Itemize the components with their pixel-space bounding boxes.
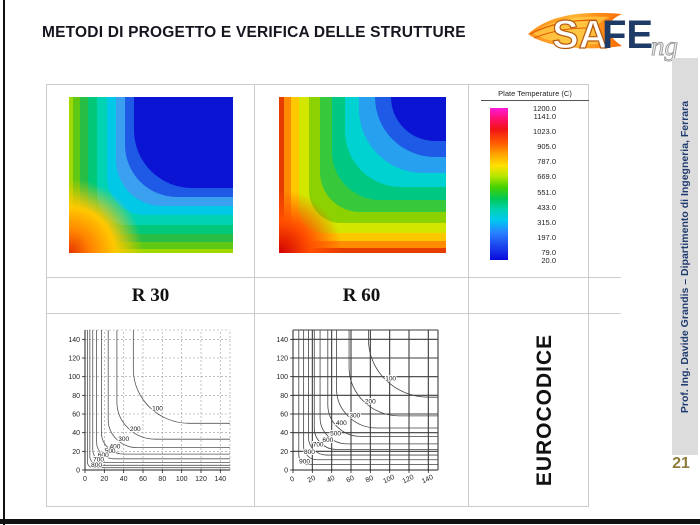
- svg-text:40: 40: [326, 475, 336, 485]
- svg-text:40: 40: [120, 476, 128, 483]
- svg-text:120: 120: [276, 356, 288, 363]
- heatmap-r60: [279, 97, 446, 253]
- svg-text:100: 100: [382, 474, 396, 485]
- svg-text:20: 20: [307, 475, 317, 485]
- colorbar-value: 905.0: [537, 142, 556, 151]
- cell-heatmap-r60: [255, 85, 469, 278]
- svg-text:700: 700: [313, 442, 324, 449]
- svg-text:200: 200: [365, 399, 376, 406]
- svg-text:300: 300: [349, 413, 360, 420]
- logo-text-ng: ng: [651, 31, 678, 61]
- colorbar-value: 1023.0: [533, 126, 556, 136]
- svg-text:140: 140: [68, 337, 80, 344]
- svg-text:80: 80: [365, 475, 375, 485]
- svg-text:140: 140: [276, 337, 288, 344]
- cell-isoplot-r60: 0 0 20 20 40 40 60 60 80 80 100 100 120 120 140 140 100 2…: [255, 314, 469, 506]
- svg-text:700: 700: [93, 457, 104, 464]
- slide-bottom-bar: [0, 519, 700, 524]
- cell-label-r30: R 30: [47, 278, 255, 314]
- eurocode-label: EUROCODICE: [533, 333, 557, 487]
- svg-text:80: 80: [72, 393, 80, 400]
- colorbar-value: 669.0: [537, 172, 556, 182]
- svg-text:60: 60: [139, 476, 147, 483]
- isotherm-chart-r30: 00 20 20 40 40 60 60 80 80 100 100 120 120 140 140 100 2…: [68, 329, 231, 483]
- cell-label-empty: [469, 278, 622, 314]
- svg-text:60: 60: [280, 412, 288, 419]
- colorbar-value: 79.0: [541, 248, 556, 258]
- svg-text:600: 600: [98, 452, 109, 459]
- logo-text-sa: SA: [552, 13, 608, 57]
- cell-eurocode: EUROCODICE: [469, 314, 621, 506]
- colorbar-gradient: [490, 108, 508, 260]
- author-sidebar: Prof. Ing. Davide Grandis – Dipartimento…: [672, 58, 698, 455]
- svg-text:100: 100: [68, 374, 80, 381]
- logo-text-fe: FE: [602, 13, 653, 57]
- svg-text:80: 80: [280, 393, 288, 400]
- slide-left-border: [3, 0, 5, 525]
- heatmap-r30: [69, 97, 233, 253]
- svg-text:300: 300: [118, 436, 129, 443]
- colorbar-value: 787.0: [537, 157, 556, 167]
- svg-text:800: 800: [304, 449, 315, 456]
- slide-title: METODI DI PROGETTO E VERIFICA DELLE STRU…: [42, 24, 466, 41]
- cell-isoplot-r30: 0 0 20 20 40 40 60 60 80 80 100 100 120 120 140 140 100 2…: [47, 314, 255, 506]
- isotherm-chart-r60: 00 20 20 40 40 60 60 80 80 100 100 120 120 140 140 100 2…: [276, 329, 439, 485]
- cell-legend: Plate Temperature (C) 1200.0 1141.0 1023.0…: [469, 85, 622, 278]
- svg-text:140: 140: [214, 476, 226, 483]
- svg-text:20: 20: [100, 476, 108, 483]
- svg-text:0: 0: [76, 468, 80, 475]
- colorbar-value: 551.0: [537, 187, 556, 197]
- svg-text:120: 120: [402, 474, 416, 485]
- label-r60: R 60: [342, 284, 381, 306]
- svg-text:100: 100: [152, 405, 163, 412]
- svg-text:100: 100: [176, 476, 188, 483]
- svg-text:20: 20: [72, 449, 80, 456]
- svg-text:0: 0: [289, 476, 296, 484]
- colorbar-value: 20.0: [541, 256, 556, 265]
- safeng-logo: SA FE ng: [528, 12, 678, 61]
- svg-text:120: 120: [68, 356, 80, 363]
- svg-text:20: 20: [280, 449, 288, 456]
- label-r30: R 30: [131, 284, 170, 306]
- svg-text:140: 140: [421, 474, 435, 485]
- svg-text:0: 0: [83, 476, 87, 483]
- svg-text:0: 0: [284, 468, 288, 475]
- svg-text:600: 600: [322, 437, 333, 444]
- svg-text:100: 100: [276, 374, 288, 381]
- svg-text:500: 500: [330, 430, 341, 437]
- svg-text:400: 400: [336, 420, 347, 427]
- svg-text:200: 200: [130, 426, 141, 433]
- svg-text:40: 40: [280, 430, 288, 437]
- colorbar-value: 315.0: [537, 218, 556, 227]
- author-sidebar-text: Prof. Ing. Davide Grandis – Dipartimento…: [679, 100, 691, 413]
- svg-text:900: 900: [299, 458, 310, 465]
- cell-label-r60: R 60: [255, 278, 469, 314]
- svg-text:400: 400: [110, 444, 121, 451]
- flame-icon: [528, 12, 622, 49]
- svg-text:500: 500: [105, 448, 116, 455]
- legend-title: Plate Temperature (C): [481, 89, 589, 101]
- svg-text:40: 40: [72, 430, 80, 437]
- cell-heatmap-r30: [47, 85, 255, 278]
- colorbar-value: 433.0: [537, 202, 556, 212]
- svg-text:80: 80: [158, 476, 166, 483]
- page-number: 21: [672, 455, 690, 472]
- hot-corner: [69, 168, 154, 253]
- colorbar-value: 1200.0: [533, 104, 556, 113]
- colorbar-values: 1200.0 1141.0 1023.0 905.0 787.0 669.0 551.0 43…: [512, 104, 572, 265]
- colorbar-value: 197.0: [537, 233, 556, 243]
- svg-text:60: 60: [72, 412, 80, 419]
- svg-text:60: 60: [345, 475, 355, 485]
- svg-text:120: 120: [195, 476, 207, 483]
- temperature-colorbar: 1200.0 1141.0 1023.0 905.0 787.0 669.0 551.0 43…: [481, 104, 621, 265]
- content-table: Plate Temperature (C) 1200.0 1141.0 1023.0…: [46, 84, 622, 507]
- colorbar-value: 1141.0: [533, 111, 556, 121]
- svg-text:100: 100: [385, 375, 396, 382]
- hot-corner: [279, 178, 354, 253]
- svg-text:800: 800: [91, 462, 102, 469]
